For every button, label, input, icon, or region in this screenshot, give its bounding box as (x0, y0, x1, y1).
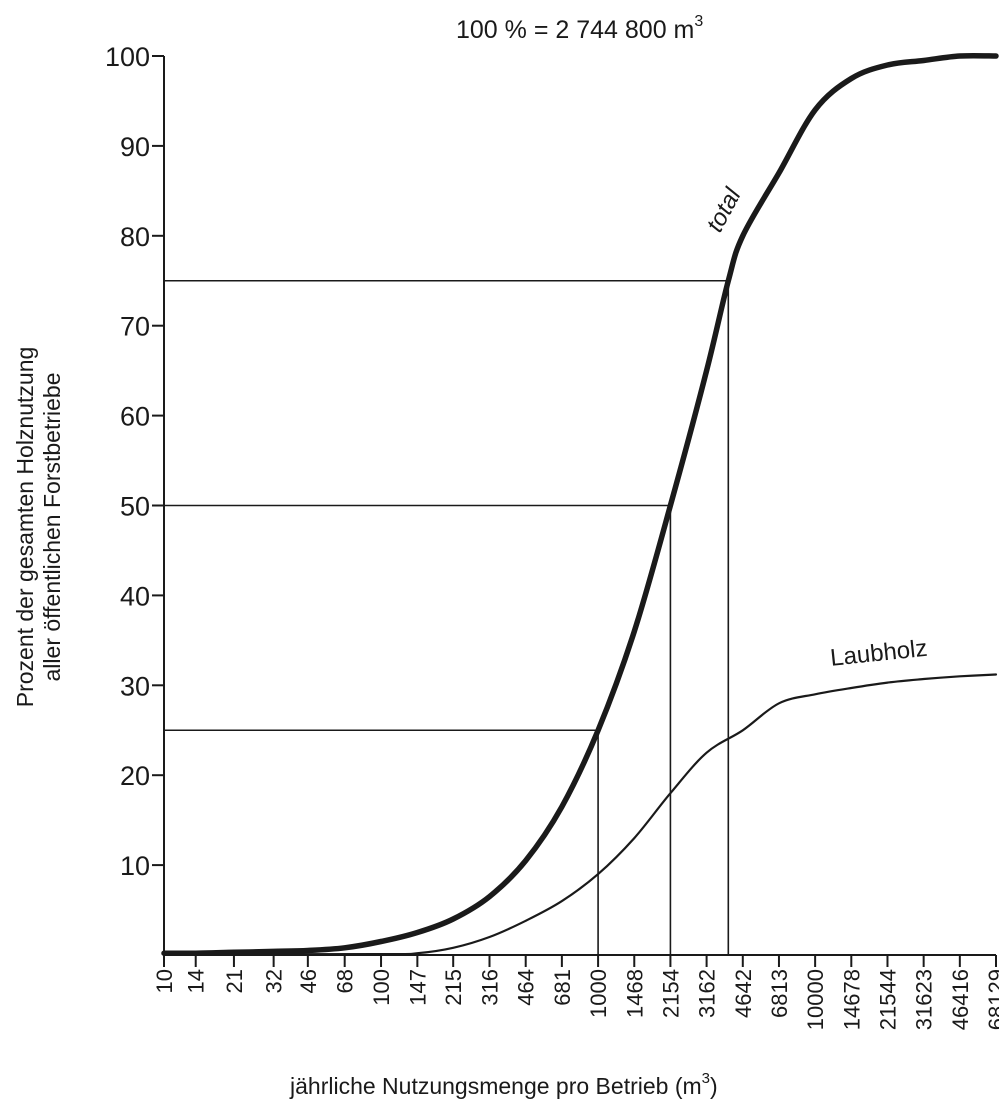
y-tick-label: 70 (120, 312, 150, 342)
x-tick-label: 681 (550, 969, 575, 1006)
x-tick-label: 147 (405, 969, 430, 1006)
y-axis-title-line-2: aller öffentlichen Forstbetriebe (39, 373, 65, 682)
x-tick-label: 1000 (586, 969, 611, 1018)
x-tick-label: 68 (333, 969, 358, 993)
x-tick-label: 68129 (984, 969, 999, 1030)
chart-title: 100 % = 2 744 800 m3 (456, 13, 703, 44)
y-tick-label: 90 (120, 132, 150, 162)
y-tick-label: 30 (120, 671, 150, 701)
reference-lines (164, 279, 730, 955)
series-label-total: total (701, 183, 746, 236)
svg-text:100 % = 2 744 800 m3: 100 % = 2 744 800 m3 (456, 13, 703, 44)
series-line-laubholz (162, 673, 998, 956)
x-tick-label: 31623 (912, 969, 937, 1030)
y-tick-label: 20 (120, 761, 150, 791)
y-tick-label: 100 (105, 42, 150, 72)
x-tick-label: 21544 (875, 969, 900, 1030)
x-tick-label: 14678 (839, 969, 864, 1030)
y-ticks: 10 20 30 40 50 60 70 80 90 100 (105, 42, 164, 881)
series-label-laubholz: Laubholz (829, 635, 929, 672)
x-tick-label: 46416 (948, 969, 973, 1030)
x-tick-label: 46 (296, 969, 321, 993)
x-tick-label: 10000 (803, 969, 828, 1030)
y-tick-label: 40 (120, 581, 150, 611)
series-line-total (161, 52, 999, 957)
x-tick-label: 4642 (731, 969, 756, 1018)
y-tick-label: 10 (120, 851, 150, 881)
x-tick-label: 2154 (658, 969, 683, 1018)
series-lines (161, 52, 999, 957)
x-tick-label: 316 (477, 969, 502, 1006)
x-tick-label: 464 (514, 969, 539, 1006)
svg-text:jährliche Nutzungsmenge pro Be: jährliche Nutzungsmenge pro Betrieb (m3) (289, 1070, 718, 1099)
x-tick-label: 21 (222, 969, 247, 993)
x-axis-title: jährliche Nutzungsmenge pro Betrieb (m3) (289, 1070, 718, 1099)
y-axis-title-line-1: Prozent der gesamten Holznutzung (12, 347, 38, 708)
x-tick-label: 14 (184, 969, 209, 993)
y-axis-title: Prozent der gesamten Holznutzung aller ö… (12, 347, 65, 708)
x-tick-label: 6813 (767, 969, 792, 1018)
x-ticks: 10 14 21 32 46 68 100 147 215 316 464 681 1000 1468 21… (152, 955, 999, 1030)
x-tick-label: 10 (152, 969, 177, 993)
y-tick-label: 60 (120, 402, 150, 432)
x-tick-label: 3162 (695, 969, 720, 1018)
x-tick-label: 215 (441, 969, 466, 1006)
x-tick-label: 1468 (622, 969, 647, 1018)
y-tick-label: 80 (120, 222, 150, 252)
x-tick-label: 100 (369, 969, 394, 1006)
x-tick-label: 32 (262, 969, 287, 993)
y-tick-label: 50 (120, 492, 150, 522)
